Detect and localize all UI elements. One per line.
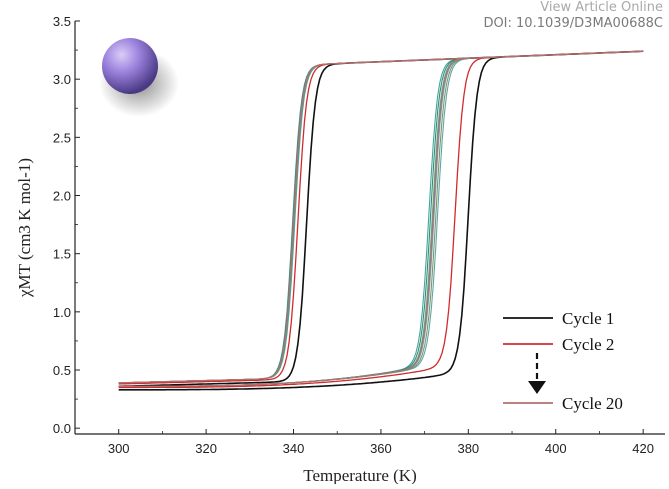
axes: 0.0 0.5 1.0 1.5 2.0 2.5 3.0 3.5 300 320 340 360 380 4… (53, 14, 665, 456)
x-tick-label: 360 (370, 441, 392, 456)
y-tick-label: 1.0 (53, 305, 71, 320)
view-article-link[interactable]: View Article Online (540, 0, 663, 15)
y-tick-label: 0.0 (53, 421, 71, 436)
x-tick-label: 300 (108, 441, 130, 456)
legend: Cycle 1 Cycle 2 Cycle 20 (503, 309, 623, 413)
y-tick-label: 2.5 (53, 130, 71, 145)
y-tick-label: 2.0 (53, 189, 71, 204)
x-tick-label: 400 (545, 441, 567, 456)
legend-label: Cycle 2 (562, 335, 614, 354)
x-axis-title: Temperature (K) (303, 466, 417, 484)
y-tick-label: 3.5 (53, 14, 71, 29)
molecule-sphere-illustration (99, 38, 179, 117)
doi-label: DOI: 10.1039/D3MA00688C (483, 16, 663, 31)
x-tick-label: 380 (457, 441, 479, 456)
y-tick-label: 0.5 (53, 363, 71, 378)
axis-labels: Temperature (K) χMT (cm3 K mol-1) (15, 158, 417, 485)
y-tick-label: 1.5 (53, 247, 71, 262)
series-layer (118, 50, 644, 391)
x-tick-label: 320 (195, 441, 217, 456)
x-tick-label: 340 (283, 441, 305, 456)
down-arrow-icon (528, 381, 546, 394)
purple-sphere-icon (102, 38, 158, 94)
y-axis-title: χMT (cm3 K mol-1) (15, 158, 34, 298)
x-tick-label: 420 (632, 441, 654, 456)
doi-header: View Article Online DOI: 10.1039/D3MA006… (483, 0, 663, 32)
y-tick-label: 3.0 (53, 72, 71, 87)
legend-label: Cycle 1 (562, 309, 614, 328)
series-line-cycle-20 (118, 50, 644, 387)
legend-label: Cycle 20 (562, 394, 623, 413)
